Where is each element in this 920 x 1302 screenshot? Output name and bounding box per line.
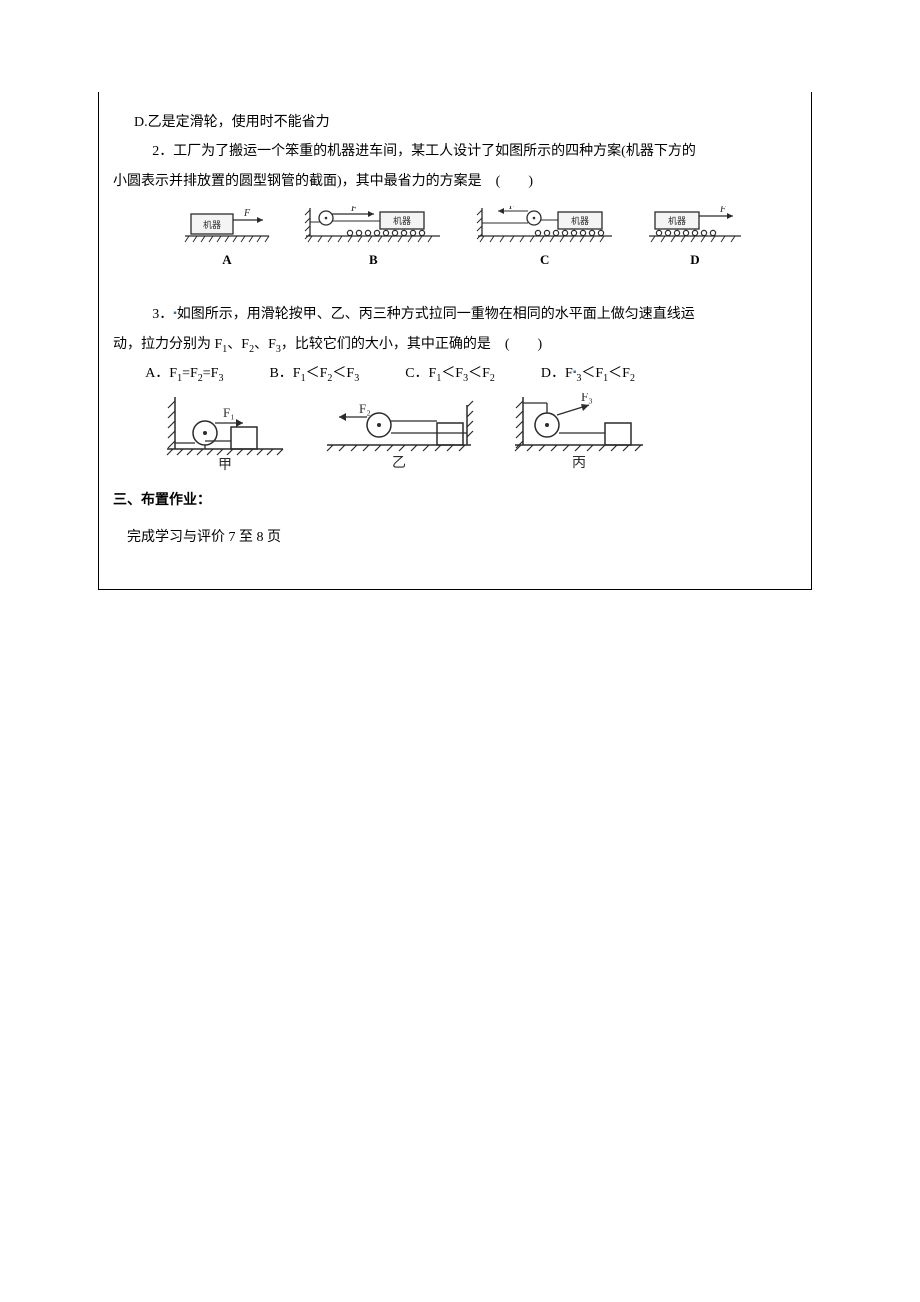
svg-text:F: F [508,206,516,212]
page: D.乙是定滑轮，使用时不能省力 2．工厂为了搬运一个笨重的机器进车间，某工人设计… [0,0,920,590]
q2-line1: 2．工厂为了搬运一个笨重的机器进车间，某工人设计了如图所示的四种方案(机器下方的 [113,137,797,166]
q2-line2: 小圆表示并排放置的圆型钢管的截面)，其中最省力的方案是 ( ) [113,167,797,196]
q1-option-d: D.乙是定滑轮，使用时不能省力 [113,108,797,137]
q3-figure-row: F₁ 甲 [113,393,797,471]
svg-text:乙: 乙 [392,455,406,471]
homework-text: 完成学习与评价 7 至 8 页 [113,523,797,552]
svg-text:机器: 机器 [203,219,221,230]
svg-text:F₃: F₃ [581,393,593,404]
q2-label-b: B [369,252,378,268]
q2-label-a: A [222,252,231,268]
sub-1: 1 [222,343,227,354]
q3-opt-d: D．F▪3＜F1＜F2 [541,359,635,389]
svg-text:机器: 机器 [571,215,589,226]
q3-opt-b: B．F1＜F2＜F3 [269,359,359,389]
q2-fig-d: 机器 F [645,206,745,268]
sub-3: 3 [276,343,281,354]
homework-heading: 三、布置作业： [113,489,797,509]
q3-line2: 动，拉力分别为 F1、F2、F3，比较它们的大小，其中正确的是 ( ) [113,330,797,360]
accent-dot-icon: ▪ [173,308,177,319]
q3-line1-text: 如图所示，用滑轮按甲、乙、丙三种方式拉同一重物在相同的水平面上做匀速直线运 [177,307,695,322]
svg-text:F₁: F₁ [223,405,235,420]
q3-opt-a: A．F1=F2=F3 [145,359,223,389]
q3-fig-bing: F₃ 丙 [509,393,649,471]
svg-text:F: F [243,208,251,219]
q3-number: 3． [152,307,173,322]
svg-text:丙: 丙 [572,456,586,471]
svg-text:机器: 机器 [668,215,686,226]
q2-label-c: C [540,252,549,268]
q3-opt-c: C．F1＜F3＜F2 [405,359,495,389]
q2-fig-b: F 机器 [302,206,444,268]
svg-text:机器: 机器 [393,215,411,226]
q3-line1: 3．▪如图所示，用滑轮按甲、乙、丙三种方式拉同一重物在相同的水平面上做匀速直线运 [113,300,797,329]
content-frame: D.乙是定滑轮，使用时不能省力 2．工厂为了搬运一个笨重的机器进车间，某工人设计… [98,92,812,590]
accent-dot-icon: ▪ [573,367,577,378]
q2-figure-row: 机器 F A [113,198,797,276]
q2-fig-c: F 机器 [474,206,616,268]
svg-text:F₂: F₂ [359,401,371,416]
q2-label-d: D [690,252,699,268]
q3-options: A．F1=F2=F3 B．F1＜F2＜F3 C．F1＜F3＜F2 D．F▪3＜F… [113,359,797,389]
q3-fig-jia: F₁ 甲 [161,393,289,471]
q3-fig-yi: F₂ [319,393,479,471]
svg-text:F: F [350,206,358,214]
svg-text:甲: 甲 [218,458,232,471]
svg-text:F: F [719,206,727,215]
sub-2: 2 [249,343,254,354]
q2-fig-a: 机器 F A [181,206,273,268]
